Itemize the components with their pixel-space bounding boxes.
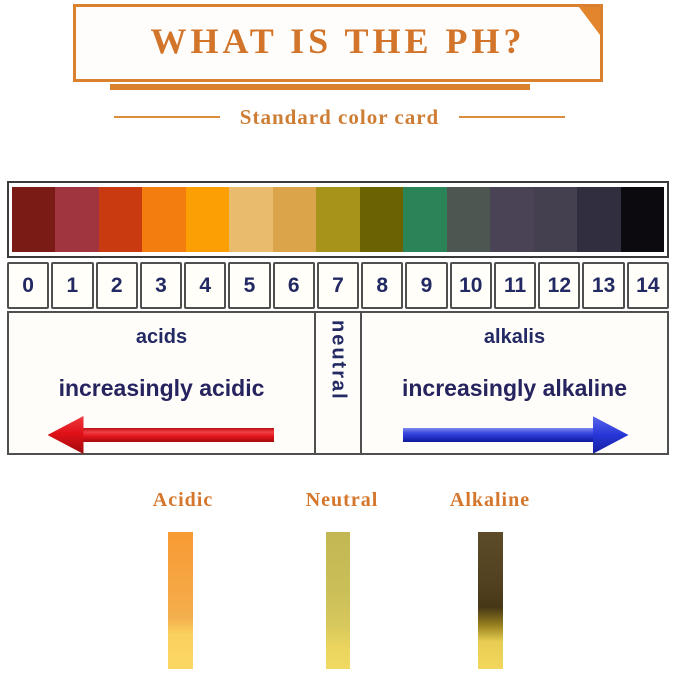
ph-color-card: 0 1 2 3 4 5 6 7 8 9 10 11 12 13 14 acids increasingly … [7, 181, 669, 455]
ph-swatch-2 [98, 187, 143, 252]
ph-swatch-1 [55, 187, 99, 252]
ph-info-box: acids increasingly acidic neutral alkali… [7, 311, 669, 455]
neutral-column: neutral [314, 313, 362, 453]
alkaline-test-strip [478, 532, 503, 669]
subtitle-row: Standard color card [0, 103, 679, 131]
ph-swatch-12 [533, 187, 578, 252]
ph-number-12: 12 [538, 262, 581, 309]
acidic-left-arrow-icon [47, 416, 276, 454]
ph-number-0: 0 [7, 262, 50, 309]
ph-number-4: 4 [184, 262, 227, 309]
ph-swatch-6 [272, 187, 317, 252]
ph-number-row: 0 1 2 3 4 5 6 7 8 9 10 11 12 13 14 [7, 262, 669, 309]
alkalis-label: alkalis [483, 326, 546, 348]
alkalis-section: alkalis increasingly alkaline [362, 313, 667, 454]
ph-swatch-4 [185, 187, 230, 252]
red-arrow-shaft [79, 428, 274, 442]
red-arrow-head [47, 416, 84, 454]
ph-number-14: 14 [626, 262, 669, 309]
blue-arrow-head [592, 416, 629, 454]
alkaline-strip-label: Alkaline [449, 489, 531, 511]
blue-arrow-shaft [402, 428, 597, 442]
ph-swatch-5 [229, 187, 273, 252]
ph-number-11: 11 [493, 262, 537, 309]
ph-number-7: 7 [316, 262, 360, 309]
neutral-label: neutral [327, 320, 350, 401]
neutral-test-strip [326, 532, 350, 669]
ph-number-2: 2 [95, 262, 138, 309]
ph-number-10: 10 [449, 262, 492, 309]
ph-swatch-7 [316, 187, 360, 252]
ph-swatch-8 [359, 187, 404, 252]
title-underline [110, 84, 530, 90]
corner-fold-icon [579, 7, 600, 35]
ph-number-9: 9 [405, 262, 448, 309]
subtitle-text: Standard color card [239, 104, 440, 129]
ph-swatch-row [12, 187, 665, 252]
ph-swatch-frame [7, 181, 669, 258]
page-title: WHAT IS THE PH? [150, 21, 526, 61]
ph-swatch-14 [620, 187, 665, 252]
subtitle-left-line [113, 116, 220, 118]
ph-swatch-9 [403, 187, 447, 252]
acids-section: acids increasingly acidic [9, 313, 314, 454]
ph-swatch-13 [577, 187, 621, 252]
acids-sublabel: increasingly acidic [58, 375, 265, 401]
ph-number-13: 13 [582, 262, 625, 309]
ph-swatch-0 [12, 187, 56, 252]
ph-number-3: 3 [139, 262, 183, 309]
ph-number-5: 5 [228, 262, 271, 309]
alkaline-right-arrow-icon [401, 416, 629, 454]
ph-swatch-11 [490, 187, 534, 252]
ph-number-6: 6 [272, 262, 315, 309]
ph-swatch-3 [142, 187, 186, 252]
acidic-strip-label: Acidic [152, 489, 214, 511]
ph-number-8: 8 [361, 262, 404, 309]
title-box: WHAT IS THE PH? [73, 4, 603, 82]
neutral-strip-label: Neutral [305, 489, 379, 511]
subtitle-right-line [459, 116, 566, 118]
acids-label: acids [135, 326, 188, 348]
ph-swatch-10 [446, 187, 491, 252]
ph-number-1: 1 [51, 262, 94, 309]
acidic-test-strip [168, 532, 193, 669]
alkalis-sublabel: increasingly alkaline [401, 375, 627, 401]
